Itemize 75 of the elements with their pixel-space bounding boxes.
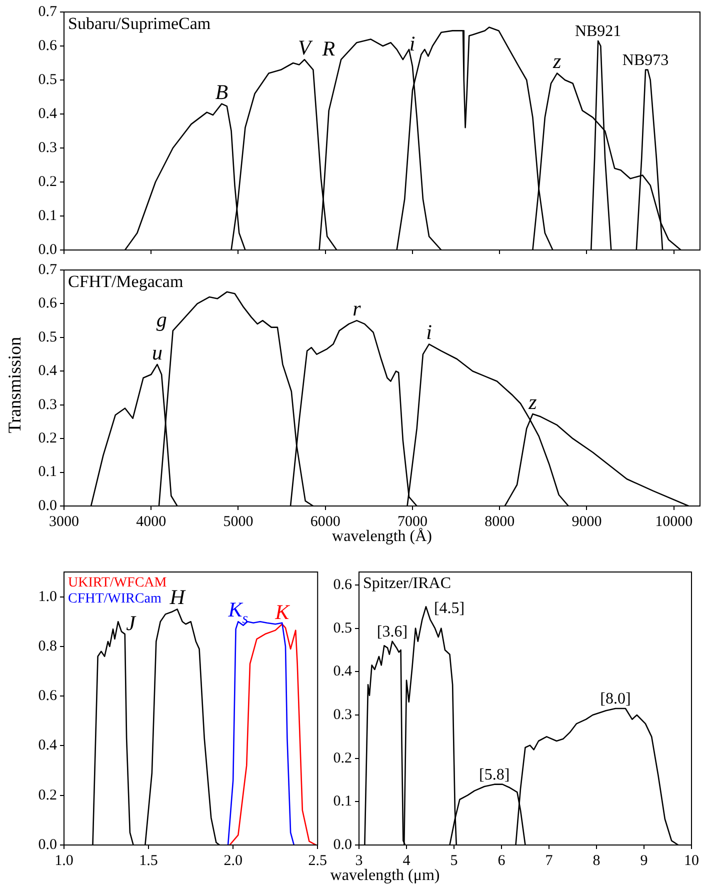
y-tick-label: 0.0 — [38, 836, 57, 853]
chart-title: Subaru/SuprimeCam — [68, 14, 211, 33]
y-tick-label: 0.5 — [38, 72, 57, 88]
series-label: NB921 — [574, 22, 622, 40]
x-tick-label: 2.0 — [224, 852, 242, 869]
x-tick-label: 3 — [355, 852, 363, 869]
x-tick-label: 5000 — [223, 514, 254, 530]
x-tick-label: 9 — [640, 852, 648, 869]
x-tick-label: 7 — [545, 852, 554, 869]
series-label: i — [426, 320, 432, 344]
chart-title: UKIRT/WFCAM — [68, 576, 168, 591]
series-label: [4.5] — [434, 600, 465, 618]
x-tick-label: 10000 — [655, 514, 693, 530]
x-tick-label: 1.5 — [139, 852, 158, 869]
x-tick-label: 6000 — [310, 514, 340, 530]
y-tick-label: 0.6 — [38, 296, 58, 312]
x-tick-label: 8000 — [484, 514, 515, 530]
series-label: i — [409, 32, 416, 56]
y-tick-label: 0.6 — [38, 688, 58, 704]
x-tick-label: 8 — [592, 852, 600, 869]
y-tick-label: 0.3 — [333, 706, 352, 723]
chart-title: CFHT/Megacam — [68, 272, 184, 291]
y-tick-label: 0.2 — [38, 787, 57, 804]
y-tick-label: 0.1 — [333, 794, 352, 810]
y-tick-label: 0.7 — [38, 262, 58, 278]
series-label: u — [152, 340, 162, 364]
y-tick-label: 0.3 — [38, 396, 57, 413]
y-tick-label: 0.8 — [38, 638, 57, 654]
series-label: R — [321, 36, 336, 61]
y-tick-label: 0.0 — [333, 836, 352, 853]
y-tick-label: 0.2 — [38, 174, 57, 190]
y-tick-label: 0.5 — [333, 620, 352, 636]
y-tick-label: 0.4 — [38, 106, 58, 122]
x-tick-label: 3000 — [49, 514, 79, 530]
x-tick-label: 9000 — [572, 514, 602, 530]
y-tick-label: 1.0 — [38, 588, 57, 605]
series-label: z — [552, 49, 562, 74]
series-label: z — [528, 390, 537, 414]
series-label: H — [168, 585, 187, 610]
y-tick-label: 0.2 — [333, 750, 352, 766]
series-label: [8.0] — [600, 690, 631, 708]
series-label: V — [298, 36, 314, 60]
x-axis-title: wavelength (Å) — [332, 528, 432, 546]
series-label: NB973 — [622, 52, 669, 69]
chart-title: Spitzer/IRAC — [363, 575, 451, 592]
series-label: [3.6] — [376, 623, 408, 640]
series-label: B — [215, 80, 228, 104]
y-tick-label: 0.1 — [38, 208, 57, 224]
series-label: K — [274, 600, 290, 624]
y-tick-label: 0.4 — [38, 738, 58, 754]
y-tick-label: 0.6 — [333, 576, 352, 593]
y-tick-label: 0.4 — [333, 664, 352, 680]
x-tick-label: 1.0 — [54, 852, 74, 869]
series-label: g — [156, 308, 167, 332]
y-tick-label: 0.0 — [38, 242, 57, 258]
series-label: [5.8] — [479, 766, 510, 784]
x-tick-label: 5 — [450, 852, 458, 869]
y-tick-label: 0.5 — [38, 329, 57, 346]
series-label: r — [352, 296, 362, 321]
x-tick-label: 4000 — [136, 514, 166, 530]
x-tick-label: 4 — [402, 852, 411, 869]
x-tick-label: 2.5 — [308, 852, 327, 869]
y-tick-label: 0.1 — [38, 464, 57, 480]
x-axis-title: wavelength (μm) — [330, 867, 440, 885]
x-tick-label: 10 — [684, 852, 699, 869]
series-label: J — [126, 611, 138, 636]
y-axis-title: Transmission — [4, 336, 26, 434]
y-tick-label: 0.6 — [38, 38, 58, 54]
y-tick-label: 0.2 — [38, 430, 57, 447]
y-tick-label: 0.7 — [38, 4, 58, 20]
text: CFHT/WIRCam — [68, 592, 162, 607]
y-tick-label: 0.3 — [38, 140, 57, 156]
x-tick-label: 6 — [498, 852, 506, 869]
y-tick-label: 0.0 — [38, 498, 57, 514]
y-tick-label: 0.4 — [38, 363, 58, 380]
